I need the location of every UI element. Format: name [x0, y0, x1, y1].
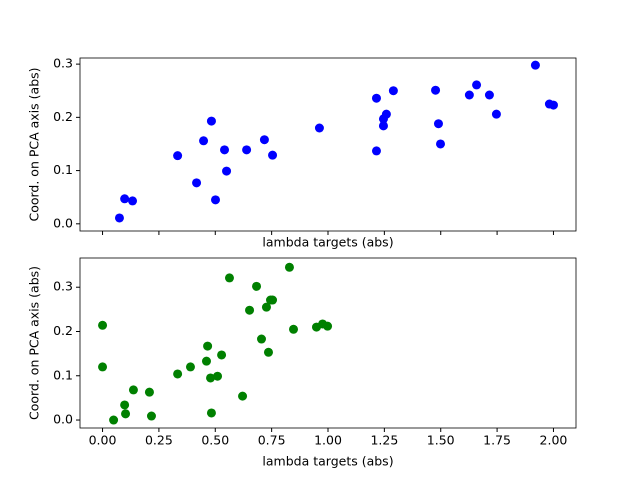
point [185, 362, 195, 372]
axes-frame [79, 257, 577, 429]
point [210, 195, 220, 205]
point [120, 400, 130, 410]
point [217, 350, 227, 360]
point [109, 415, 119, 425]
point [381, 109, 391, 119]
point [261, 302, 271, 312]
point [530, 60, 540, 70]
point [289, 324, 299, 334]
point [222, 166, 232, 176]
point [203, 341, 213, 351]
point [284, 262, 294, 272]
point [98, 320, 108, 330]
x-axis-label: lambda targets (abs) [262, 235, 393, 250]
point [206, 408, 216, 418]
point [128, 196, 138, 206]
point [173, 369, 183, 379]
point [259, 135, 269, 145]
point [144, 387, 154, 397]
x-tick-label: 0.50 [201, 433, 229, 448]
point [371, 146, 381, 156]
point [431, 85, 441, 95]
x-tick-label: 1.50 [427, 433, 455, 448]
point [98, 362, 108, 372]
point [238, 391, 248, 401]
x-tick-label: 0.25 [145, 433, 173, 448]
point [436, 139, 446, 149]
axes-frame [79, 57, 577, 232]
point [484, 90, 494, 100]
point [220, 145, 230, 155]
point [323, 321, 333, 331]
y-tick-label: 0.3 [53, 279, 73, 294]
point [121, 409, 131, 419]
point [120, 194, 130, 204]
point [268, 295, 278, 305]
point [128, 385, 138, 395]
x-tick-label: 2.00 [540, 433, 568, 448]
y-tick-label: 0.2 [53, 323, 73, 338]
x-tick-label: 1.75 [483, 433, 511, 448]
point [224, 273, 234, 283]
point [242, 145, 252, 155]
point [206, 373, 216, 383]
point [201, 356, 211, 366]
point [314, 123, 324, 133]
point [472, 80, 482, 90]
x-tick-label: 1.00 [314, 433, 342, 448]
y-tick-label: 0.1 [53, 367, 73, 382]
point [173, 151, 183, 161]
x-tick-label: 1.25 [370, 433, 398, 448]
point [206, 116, 216, 126]
point [464, 90, 474, 100]
y-tick-label: 0.1 [53, 162, 73, 177]
point [371, 93, 381, 103]
point [146, 411, 156, 421]
point [199, 136, 209, 146]
point [491, 109, 501, 119]
x-tick-label: 0.00 [89, 433, 117, 448]
y-tick-label: 0.0 [53, 412, 73, 427]
point [256, 334, 266, 344]
point [192, 178, 202, 188]
y-tick-label: 0.2 [53, 109, 73, 124]
point [548, 100, 558, 110]
point [388, 86, 398, 96]
y-tick-label: 0.3 [53, 56, 73, 71]
point [268, 150, 278, 160]
point [114, 213, 124, 223]
point [378, 121, 388, 131]
point [213, 371, 223, 381]
y-axis-label: Coord. on PCA axis (abs) [27, 266, 42, 420]
point [252, 281, 262, 291]
y-tick-label: 0.0 [53, 215, 73, 230]
point [245, 305, 255, 315]
point [263, 347, 273, 357]
x-axis-label: lambda targets (abs) [262, 454, 393, 469]
point [433, 119, 443, 129]
y-axis-label: Coord. on PCA axis (abs) [27, 67, 42, 221]
x-tick-label: 0.75 [258, 433, 286, 448]
